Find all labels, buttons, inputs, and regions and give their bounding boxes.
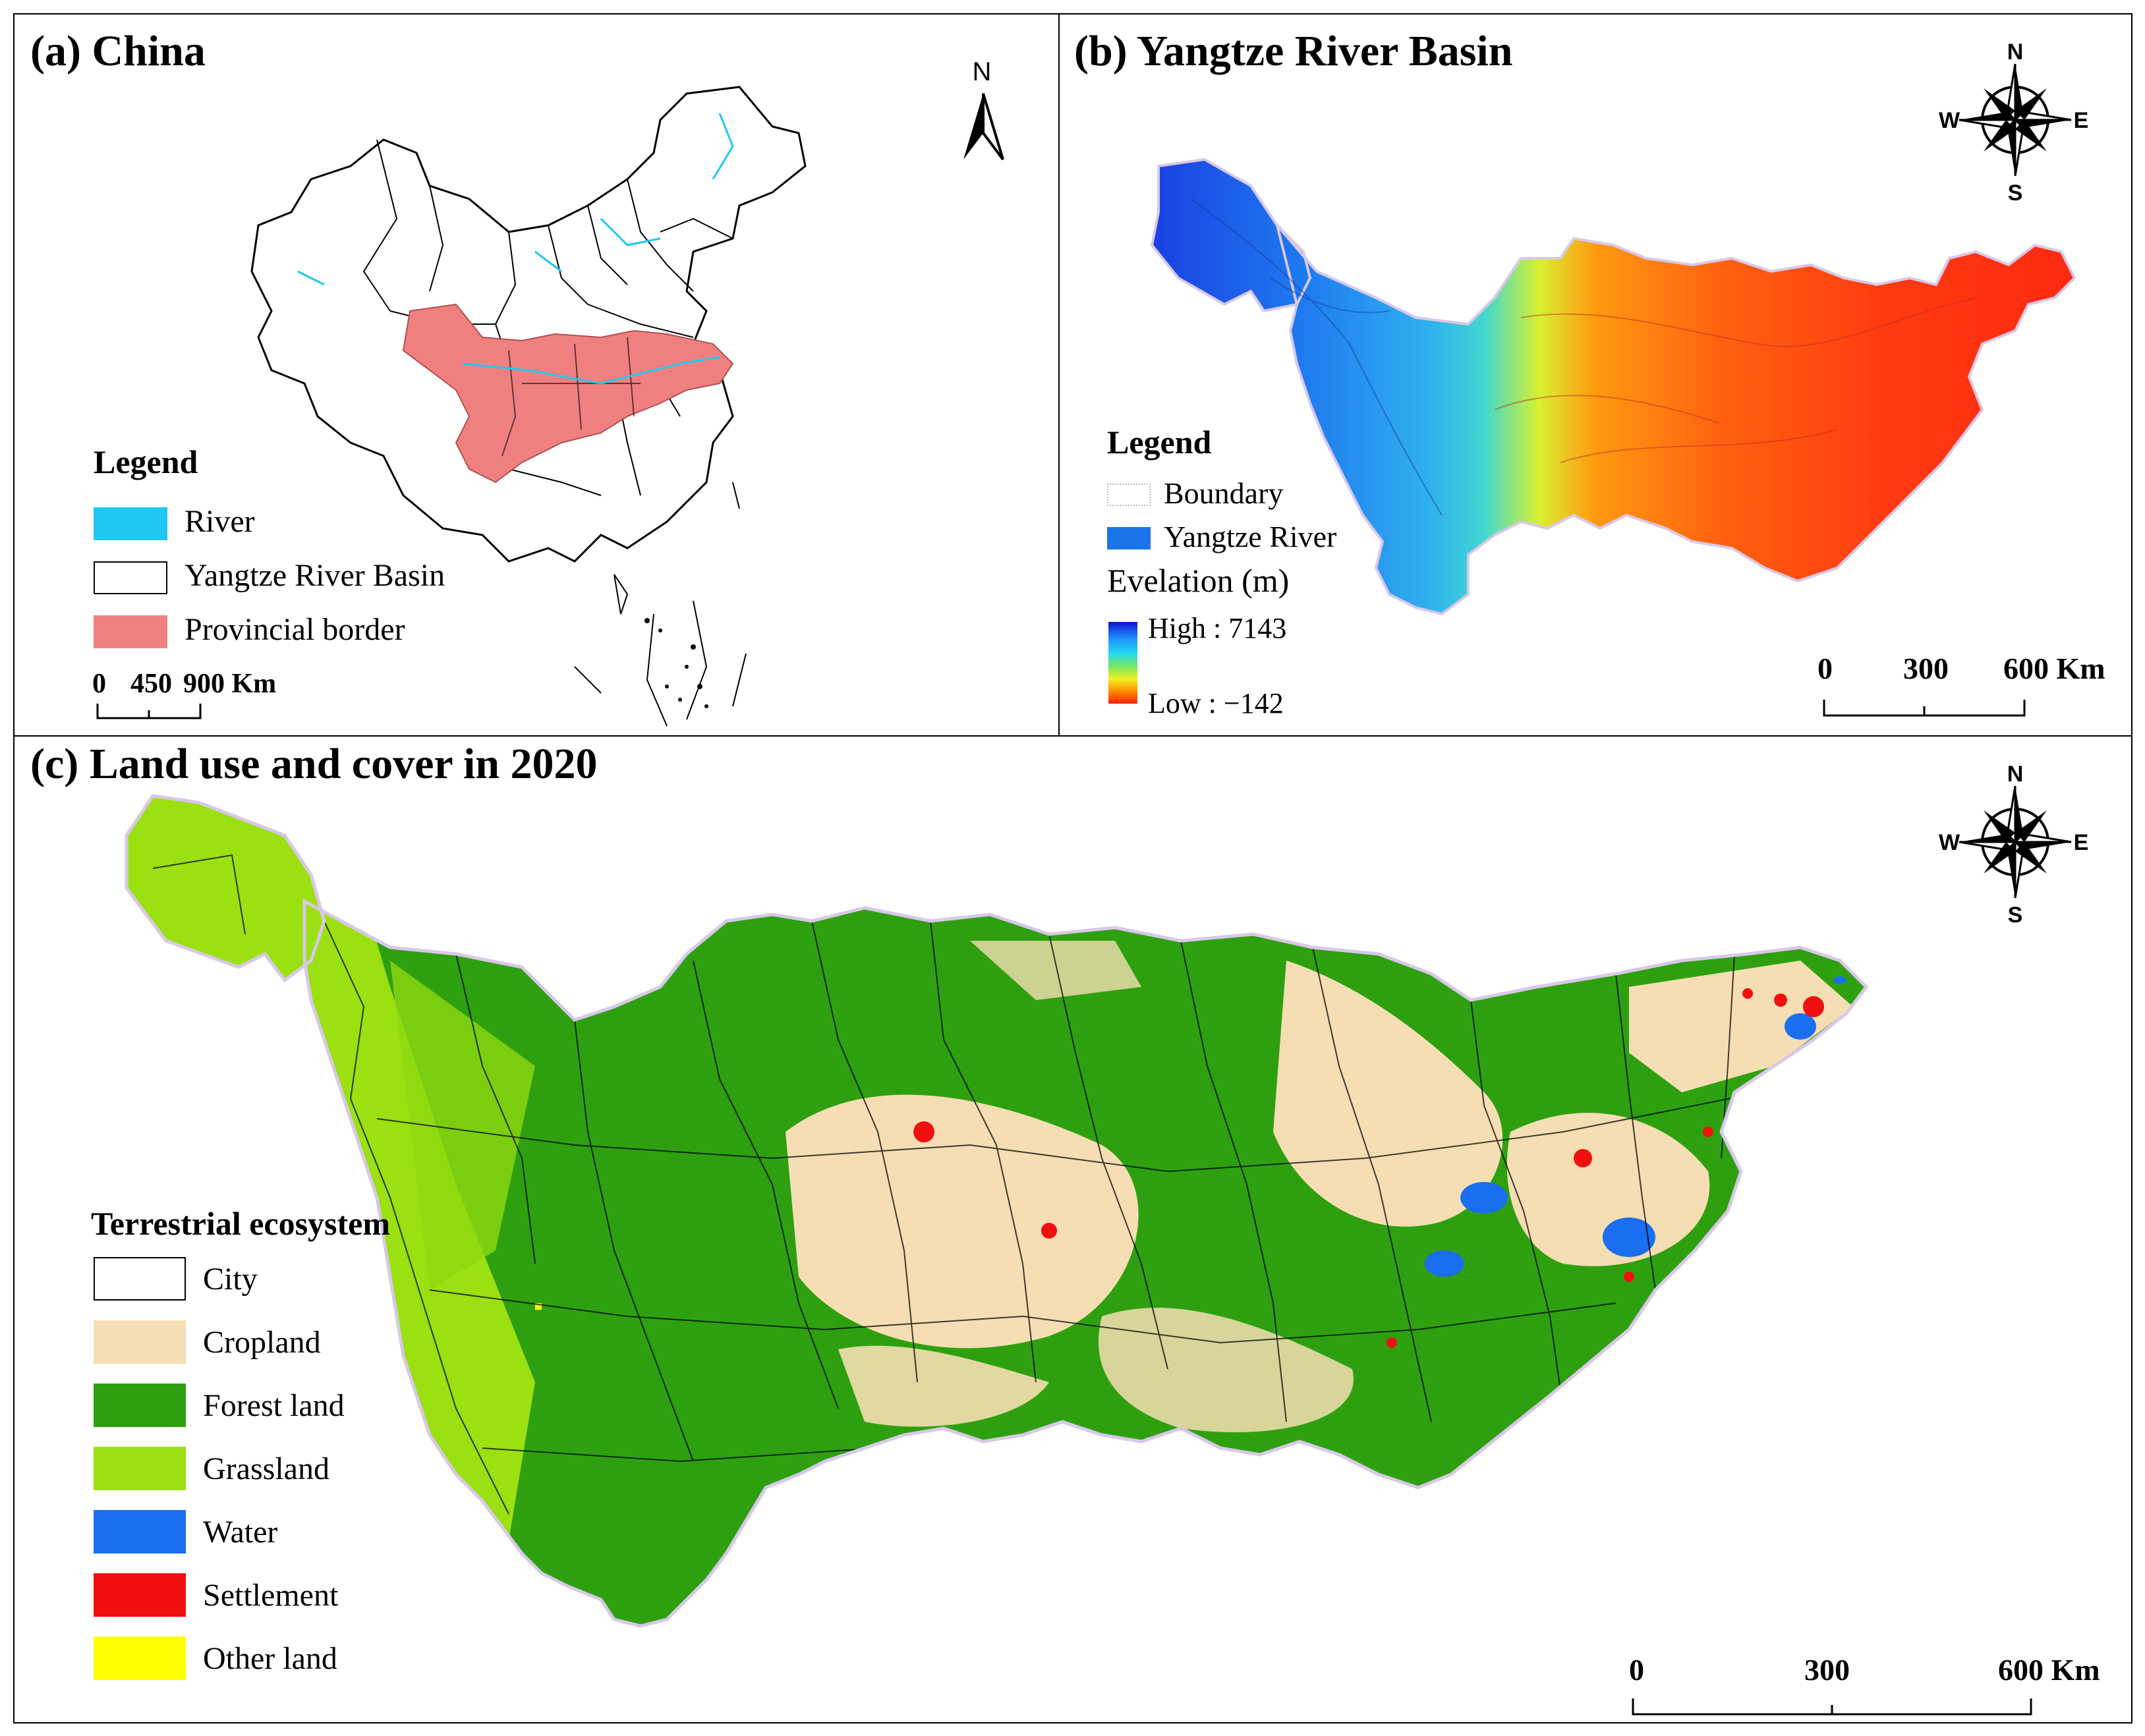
cropland-swatch bbox=[94, 1320, 186, 1364]
compass-rose-icon: N S W E bbox=[1939, 762, 2089, 928]
city-boundaries bbox=[152, 854, 1761, 1515]
rivers bbox=[297, 113, 734, 385]
settlement-swatch bbox=[94, 1573, 186, 1617]
south-china-sea bbox=[574, 482, 747, 727]
panel-b-title: (b) Yangtze River Basin bbox=[1074, 27, 1513, 75]
panel-c-title: (c) Land use and cover in 2020 bbox=[30, 740, 598, 788]
forest-land-swatch bbox=[94, 1384, 186, 1427]
panel-land-use: (c) Land use and cover in 2020 N S W E bbox=[13, 735, 2132, 1723]
north-label: N bbox=[973, 57, 992, 86]
land-use-map bbox=[113, 789, 2090, 1698]
compass-rose-icon: N S W E bbox=[1939, 40, 2089, 206]
svg-text:W: W bbox=[1939, 108, 1960, 133]
basin-elevation-shape bbox=[1150, 157, 2076, 616]
province-swatch bbox=[94, 615, 167, 648]
china-map bbox=[250, 86, 807, 727]
svg-text:W: W bbox=[1939, 830, 1960, 855]
svg-text:E: E bbox=[2074, 108, 2089, 133]
river-swatch bbox=[94, 507, 167, 540]
panel-a-title: (a) China bbox=[30, 27, 206, 75]
svg-text:N: N bbox=[2007, 40, 2024, 65]
boundary-swatch bbox=[1107, 484, 1151, 506]
grassland-swatch bbox=[94, 1447, 186, 1490]
panel-b-legend-title: Legend bbox=[1107, 424, 1212, 461]
panel-c-legend-title: Terrestrial ecosystem bbox=[91, 1205, 391, 1242]
yangtze-basin-highlight bbox=[402, 303, 734, 484]
north-arrow-icon: N bbox=[963, 57, 1004, 161]
panel-china: (a) China N bbox=[13, 13, 1061, 738]
elevation-color-ramp bbox=[1108, 622, 1137, 704]
city-swatch bbox=[94, 1257, 186, 1301]
china-outline bbox=[250, 86, 807, 563]
svg-text:S: S bbox=[2008, 181, 2023, 206]
elevation-map bbox=[1150, 157, 2076, 616]
basin-swatch bbox=[94, 561, 167, 594]
elevation-title: Evelation (m) bbox=[1107, 562, 1290, 599]
svg-text:S: S bbox=[2008, 903, 2023, 928]
svg-text:E: E bbox=[2074, 830, 2089, 855]
elevation-low: Low : −142 bbox=[1148, 687, 1284, 719]
panel-a-legend-title: Legend bbox=[94, 443, 198, 480]
elevation-high: High : 7143 bbox=[1148, 612, 1287, 644]
water-swatch bbox=[94, 1510, 186, 1554]
yangtze-river-swatch bbox=[1107, 527, 1151, 549]
panel-yangtze-basin: (b) Yangtze River Basin N S W E bbox=[1058, 13, 2132, 738]
other-land-swatch bbox=[94, 1637, 186, 1680]
svg-text:N: N bbox=[2007, 762, 2024, 787]
